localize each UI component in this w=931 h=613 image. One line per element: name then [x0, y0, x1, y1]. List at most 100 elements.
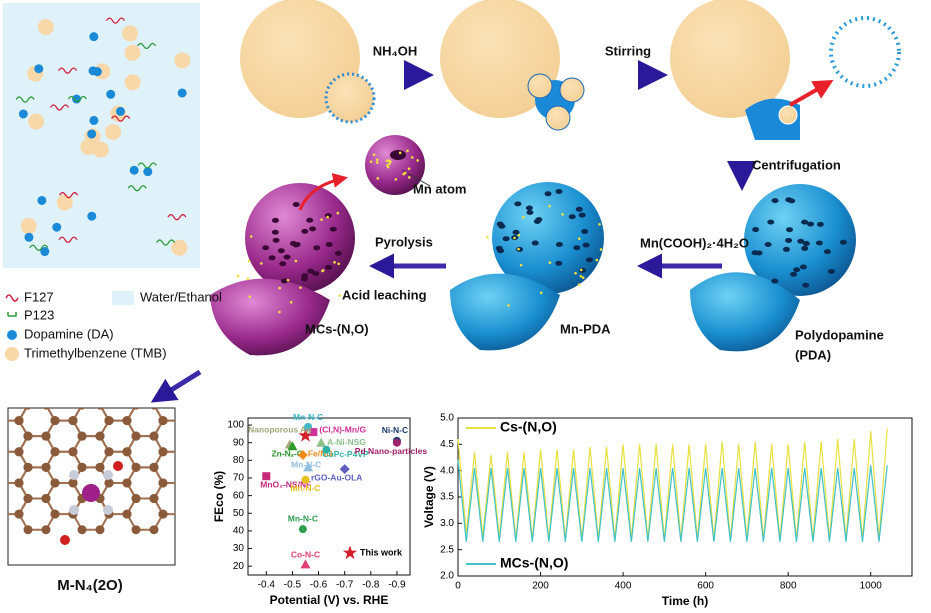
pore: [586, 257, 594, 263]
carbon-atom: [267, 385, 276, 394]
pore: [312, 271, 320, 277]
data-point: [297, 450, 308, 461]
carbon-atom: [186, 401, 195, 410]
carbon-atom: [69, 385, 78, 394]
tmb-droplet: [174, 52, 191, 69]
carbon-atom: [348, 463, 357, 472]
carbon-atom: [149, 525, 159, 535]
bond: [0, 483, 1, 499]
carbon-atom: [348, 494, 357, 503]
bond: [127, 389, 136, 405]
pore: [793, 267, 801, 273]
bond: [208, 436, 217, 452]
carbon-atom: [158, 509, 168, 519]
mn-atom-dot: [548, 204, 551, 208]
carbon-atom: [186, 432, 195, 441]
bond: [181, 483, 190, 499]
pore: [526, 209, 534, 215]
point-label: rGO-Au-OLA: [311, 472, 362, 482]
pore: [301, 228, 309, 234]
bond: [73, 389, 82, 405]
mn-atom-dot: [286, 278, 290, 282]
pore: [531, 240, 539, 246]
mn-atom-dot: [402, 172, 405, 176]
carbon-atom: [366, 401, 375, 410]
dopamine-molecule: [40, 247, 50, 257]
bond: [208, 436, 217, 452]
legend-label: F127: [24, 289, 54, 304]
mn-atom-dot: [517, 233, 521, 237]
bond: [235, 374, 244, 390]
bond: [127, 389, 136, 405]
carbon-atom: [204, 432, 213, 441]
carbon-atom: [14, 509, 24, 519]
bond: [370, 483, 379, 499]
y-tick-label: 20: [233, 561, 245, 572]
carbon-atom: [95, 525, 105, 535]
point-label: Ni-N-C: [382, 425, 408, 435]
bond: [100, 374, 109, 390]
pore: [525, 205, 533, 211]
carbon-atom: [177, 447, 186, 456]
pore: [752, 227, 760, 233]
f127-chain: [58, 236, 78, 243]
y-tick-label: 80: [233, 455, 245, 466]
carbon-atom: [78, 408, 86, 410]
synthesis-schematic: [150, 369, 202, 403]
bond: [181, 467, 190, 483]
x-tick-label: 400: [615, 581, 632, 592]
bond: [46, 374, 55, 390]
bond: [208, 421, 217, 437]
pore: [755, 250, 763, 256]
bond: [343, 374, 352, 390]
legend-label: Dopamine (DA): [24, 326, 114, 341]
mn-atom-dot: [278, 286, 281, 290]
bond: [235, 389, 244, 405]
bond: [19, 389, 28, 405]
y-tick-label: 50: [233, 508, 245, 519]
pore: [268, 255, 276, 261]
carbon-atom: [23, 525, 33, 535]
bond: [208, 405, 217, 421]
synthesis-schematic: [390, 150, 406, 160]
pore: [802, 282, 810, 288]
p123-icon: [7, 312, 17, 317]
carbon-atom: [267, 385, 276, 394]
carbon-atom: [41, 494, 51, 504]
y-tick-label: 100: [227, 420, 244, 431]
mn-atom-dot: [561, 213, 564, 216]
pore: [823, 249, 831, 255]
pore: [767, 219, 775, 225]
y-tick-label: 60: [233, 490, 245, 501]
y-tick-label: 4.0: [440, 465, 454, 476]
synthesis-schematic: [527, 73, 553, 99]
carbon-atom: [68, 447, 78, 457]
carbon-atom: [78, 369, 87, 378]
bond: [181, 436, 190, 452]
carbon-atom: [213, 385, 222, 394]
charts: -0.4 -0.5 -0.6 -0.7 -0.8 -0.9 20 30 40 50 60 70 80 90…: [212, 412, 913, 608]
mn-atom-dot: [294, 259, 298, 263]
carbon-atom: [258, 401, 267, 410]
y-tick-label: 90: [233, 437, 245, 448]
point-label: Fe/NG: [308, 448, 333, 458]
carbon-atom: [50, 509, 60, 519]
dopamine-molecule: [34, 64, 44, 74]
carbon-atom: [149, 462, 159, 472]
bond: [181, 467, 190, 483]
mn-atom-dot: [513, 236, 516, 240]
pore: [555, 188, 563, 194]
mn-atom-dot: [260, 262, 263, 265]
mn-atom-dot: [388, 162, 391, 166]
carbon-atom: [122, 509, 132, 519]
carbon-atom: [312, 494, 321, 503]
pore: [799, 264, 807, 270]
carbon-atom: [339, 510, 348, 519]
carbon-atom: [122, 416, 132, 426]
carbon-atom: [312, 494, 321, 503]
carbon-atom: [42, 408, 50, 410]
carbon-atom: [240, 369, 249, 378]
pore: [785, 237, 793, 243]
pore: [579, 267, 587, 273]
carbon-atom: [348, 525, 357, 534]
